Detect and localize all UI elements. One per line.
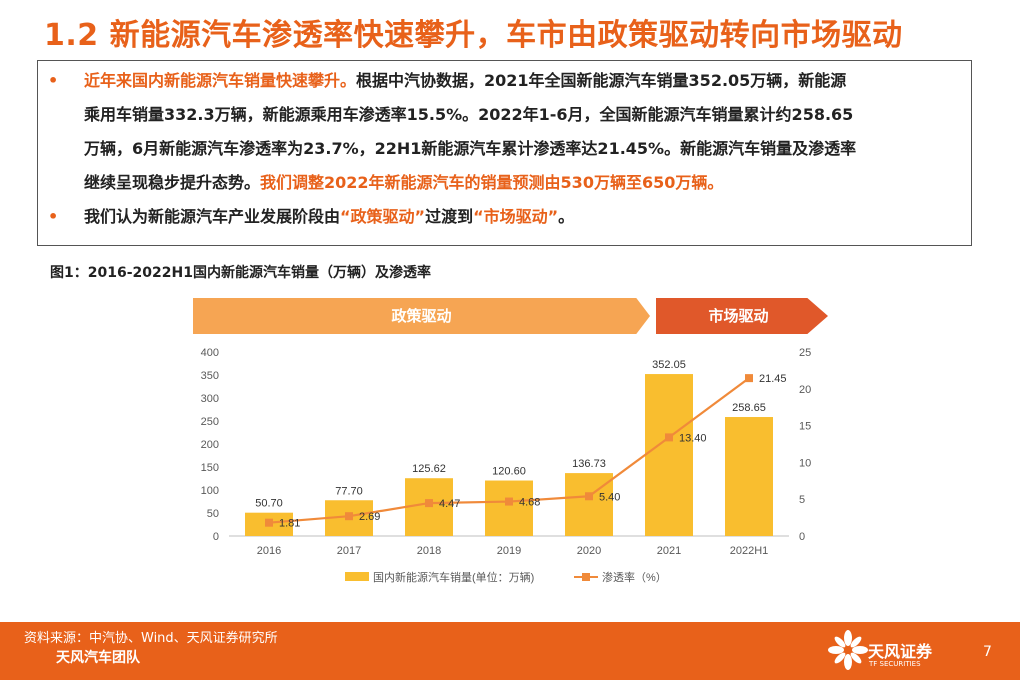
bullet-1-line-1-text: 根据中汽协数据，2021年全国新能源汽车销量352.05万辆，新能源 [356, 71, 847, 90]
y-left-tick-label: 250 [201, 416, 219, 428]
figure-caption: 图1：2016-2022H1国内新能源汽车销量（万辆）及渗透率 [50, 265, 431, 281]
x-tick-label: 2021 [657, 545, 681, 557]
y-left-tick-label: 350 [201, 370, 219, 382]
sales-bar-label: 120.60 [492, 466, 526, 478]
y-left-tick-label: 200 [201, 439, 219, 451]
penetration-point [505, 497, 513, 506]
market-phase-arrow: 市场驱动 [656, 298, 828, 334]
x-tick-label: 2019 [497, 545, 521, 557]
penetration-label: 4.68 [519, 497, 540, 509]
y-left-tick-label: 150 [201, 462, 219, 474]
market-phase-label: 市场驱动 [708, 307, 769, 325]
bullet-2-text-a: 我们认为新能源汽车产业发展阶段由 [84, 207, 341, 226]
x-tick-label: 2017 [337, 545, 361, 557]
penetration-point [585, 492, 593, 501]
penetration-label: 13.40 [679, 432, 707, 444]
page-number: 7 [983, 644, 992, 660]
penetration-label: 21.45 [759, 373, 787, 385]
sales-bar-label: 258.65 [732, 402, 766, 414]
y-left-tick-label: 100 [201, 485, 219, 497]
y-right-tick-label: 10 [799, 457, 811, 469]
legend-bar-swatch [345, 572, 369, 581]
bullet-1-line-3: 万辆，6月新能源汽车渗透率为23.7%，22H1新能源汽车累计渗透率达21.45… [84, 139, 857, 158]
flower-logo-icon [828, 630, 868, 670]
logo-text-cn: 天风证券 [868, 642, 933, 661]
bullet-marker: • [48, 71, 59, 90]
penetration-point [745, 374, 753, 383]
bullet-2-market: “市场驱动” [473, 207, 559, 226]
sales-bar [725, 417, 773, 536]
bullet-1-lead: 近年来国内新能源汽车销量快速攀升。 [84, 71, 357, 90]
sales-bar-label: 50.70 [255, 498, 283, 510]
y-right-tick-label: 0 [799, 531, 805, 543]
x-tick-label: 2020 [577, 545, 601, 557]
penetration-label: 5.40 [599, 491, 620, 503]
legend-bar-label: 国内新能源汽车销量(单位：万辆) [373, 570, 534, 584]
x-tick-label: 2018 [417, 545, 441, 557]
bullet-1-forecast: 我们调整2022年新能源汽车的销量预测由530万辆至650万辆。 [260, 173, 724, 192]
penetration-point [665, 433, 673, 442]
y-right-tick-label: 5 [799, 494, 805, 506]
footer-team: 天风汽车团队 [56, 650, 140, 666]
bullet-marker: • [48, 207, 59, 226]
bullet-1-line-2: 乘用车销量332.3万辆，新能源乘用车渗透率15.5%。2022年1-6月，全国… [84, 105, 854, 124]
bullet-1-line-1: 近年来国内新能源汽车销量快速攀升。根据中汽协数据，2021年全国新能源汽车销量3… [84, 70, 846, 92]
footer-source: 资料来源：中汽协、Wind、天风证券研究所 [24, 631, 278, 646]
penetration-point [345, 512, 353, 521]
penetration-point [265, 518, 273, 527]
sales-bar [645, 374, 693, 536]
penetration-point [425, 499, 433, 508]
logo-text-en: TF SECURITIES [869, 660, 921, 668]
y-left-tick-label: 50 [207, 508, 219, 520]
y-left-tick-label: 400 [201, 347, 219, 359]
y-left-tick-label: 300 [201, 393, 219, 405]
sales-bar-label: 352.05 [652, 359, 686, 371]
bullet-1-line-4-text: 继续呈现稳步提升态势。 [84, 173, 261, 192]
sales-bar [405, 478, 453, 536]
sales-bar-label: 77.70 [335, 485, 363, 497]
sales-bar-label: 136.73 [572, 458, 606, 470]
tf-securities-logo: 天风证券 TF SECURITIES [828, 628, 943, 674]
x-tick-label: 2016 [257, 545, 281, 557]
penetration-label: 2.69 [359, 511, 380, 523]
penetration-label: 4.47 [439, 498, 460, 510]
y-right-tick-label: 20 [799, 384, 811, 396]
y-right-tick-label: 15 [799, 421, 811, 433]
policy-phase-label: 政策驱动 [391, 307, 452, 325]
slide-title: 1.2 新能源汽车渗透率快速攀升，车市由政策驱动转向市场驱动 [44, 18, 903, 53]
policy-phase-arrow: 政策驱动 [193, 298, 650, 334]
legend-line-marker [582, 573, 590, 581]
sales-bar-label: 125.62 [412, 463, 446, 475]
bullet-1-line-4: 继续呈现稳步提升态势。我们调整2022年新能源汽车的销量预测由530万辆至650… [84, 172, 723, 194]
legend-line-label: 渗透率（%） [602, 570, 667, 584]
y-left-tick-label: 0 [213, 531, 219, 543]
bullet-2-text-e: 。 [558, 207, 575, 226]
bullet-2-line: 我们认为新能源汽车产业发展阶段由“政策驱动”过渡到“市场驱动”。 [84, 206, 574, 228]
summary-box [37, 60, 972, 246]
bullet-2-text-c: 过渡到 [425, 207, 474, 226]
penetration-label: 1.81 [279, 518, 300, 530]
y-right-tick-label: 25 [799, 347, 811, 359]
bullet-2-policy: “政策驱动” [340, 207, 426, 226]
x-tick-label: 2022H1 [730, 545, 769, 557]
sales-bar [485, 480, 533, 536]
